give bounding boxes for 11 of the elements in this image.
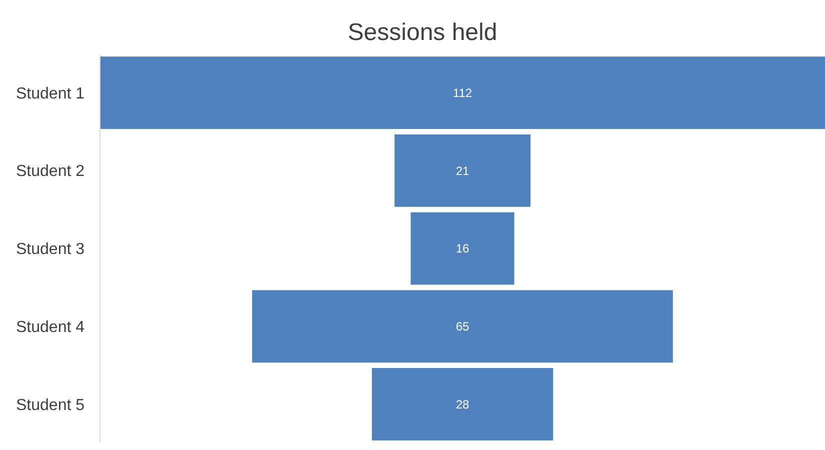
data-label: 65 [456,320,470,334]
category-label: Student 5 [16,396,85,414]
data-label: 28 [456,397,470,412]
text: Sessions held [348,19,498,46]
category-label: Student 4 [16,318,85,336]
data-label: 16 [456,242,470,256]
category-label: Student 3 [16,241,85,258]
category-label: Student 1 [16,85,85,102]
category-label: Student 2 [16,163,85,180]
data-label: 112 [452,86,472,100]
data-label: 21 [456,164,470,178]
